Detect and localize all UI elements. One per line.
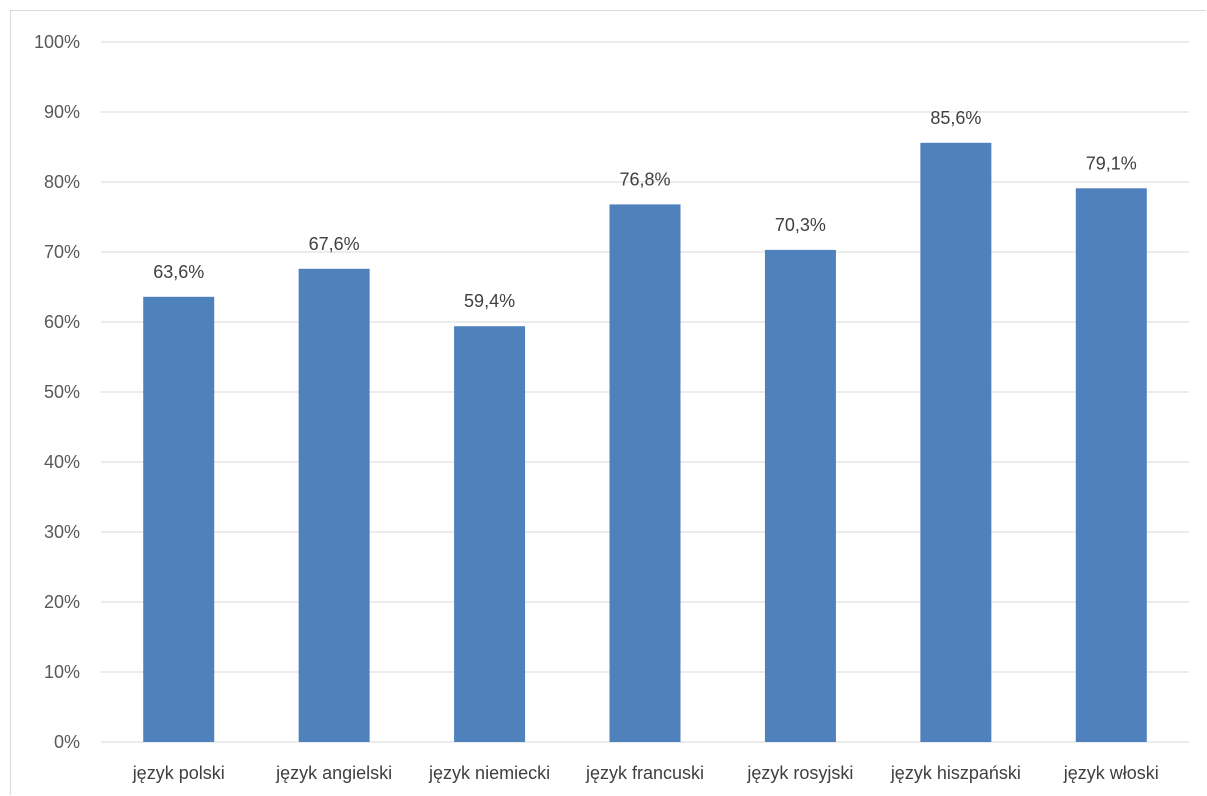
x-category-label: język rosyjski [746, 763, 853, 783]
bar [143, 296, 215, 742]
y-tick-label: 20% [44, 592, 80, 612]
data-label: 76,8% [619, 169, 670, 189]
data-label: 70,3% [775, 215, 826, 235]
y-tick-label: 100% [34, 32, 80, 52]
x-category-label: język angielski [275, 763, 392, 783]
y-tick-label: 60% [44, 312, 80, 332]
data-label: 67,6% [309, 234, 360, 254]
data-label: 79,1% [1086, 153, 1137, 173]
y-axis-ticks: 0% 10% 20% 30% 40% 50% 60% 70% 80% 90% 100% [34, 32, 80, 752]
x-category-label: język hiszpański [890, 763, 1021, 783]
bar [920, 142, 992, 743]
x-axis-categories: język polski język angielski język niemiec… [132, 763, 1159, 783]
bar [764, 249, 836, 742]
y-tick-label: 0% [54, 732, 80, 752]
x-category-label: język niemiecki [428, 763, 550, 783]
y-tick-label: 40% [44, 452, 80, 472]
y-tick-label: 70% [44, 242, 80, 262]
y-tick-label: 50% [44, 382, 80, 402]
data-label: 85,6% [930, 108, 981, 128]
y-tick-label: 10% [44, 662, 80, 682]
x-category-label: język włoski [1063, 763, 1159, 783]
bar [298, 268, 370, 742]
y-tick-label: 80% [44, 172, 80, 192]
data-label: 63,6% [153, 262, 204, 282]
bar [1075, 188, 1147, 743]
bar [609, 204, 681, 742]
x-category-label: język francuski [585, 763, 704, 783]
x-category-label: język polski [132, 763, 225, 783]
data-label: 59,4% [464, 291, 515, 311]
data-labels: 63,6% 67,6% 59,4% 76,8% 70,3% 85,6% 79,1% [153, 108, 1137, 311]
y-tick-label: 30% [44, 522, 80, 542]
bars [143, 142, 1147, 743]
bar [454, 326, 526, 742]
y-tick-label: 90% [44, 102, 80, 122]
